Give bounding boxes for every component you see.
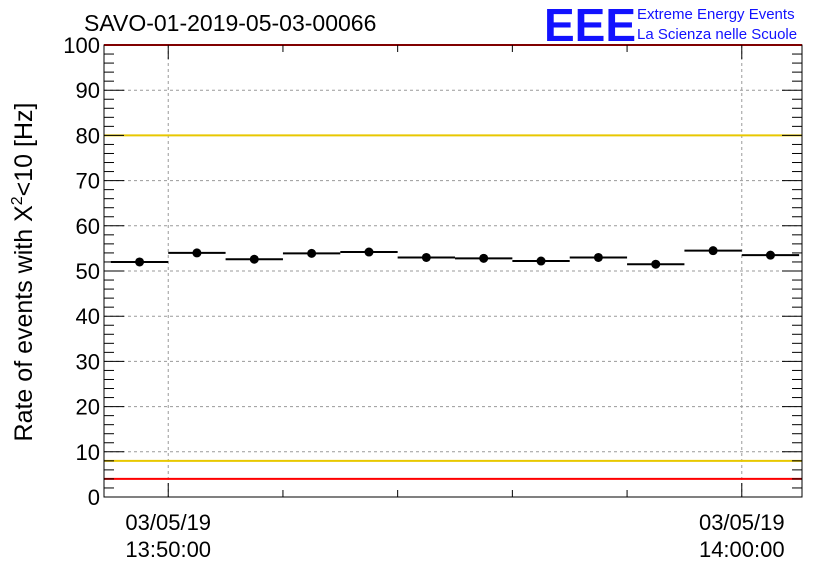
data-point — [593, 252, 603, 262]
logo-line-2: La Scienza nelle Scuole — [637, 26, 797, 43]
data-point — [651, 259, 661, 269]
data-point — [708, 246, 718, 256]
axis-ticks — [104, 44, 802, 498]
y-tick-label: 10 — [76, 440, 100, 465]
logo-line-1: Extreme Energy Events — [637, 6, 795, 23]
data-point — [307, 248, 317, 258]
logo-mark: EEE — [544, 0, 636, 51]
x-tick-time: 13:50:00 — [125, 537, 211, 562]
x-tick-time: 14:00:00 — [699, 537, 785, 562]
data-series — [110, 246, 800, 269]
eee-logo: EEE Extreme Energy Events La Scienza nel… — [544, 0, 797, 51]
x-tick-date: 03/05/19 — [125, 510, 211, 535]
data-point — [192, 248, 202, 258]
y-axis-label: Rate of events with X2<10 [Hz] — [9, 103, 38, 442]
y-tick-label: 40 — [76, 304, 100, 329]
y-tick-label: 0 — [88, 485, 100, 510]
data-point — [249, 254, 259, 264]
reference-lines — [104, 44, 802, 480]
data-point — [364, 247, 374, 257]
data-point — [479, 253, 489, 263]
x-tick-date: 03/05/19 — [699, 510, 785, 535]
y-tick-label: 70 — [76, 169, 100, 194]
y-tick-label: 50 — [76, 259, 100, 284]
grid — [104, 45, 802, 497]
y-tick-label: 80 — [76, 123, 100, 148]
y-tick-label: 90 — [76, 78, 100, 103]
data-point — [421, 252, 431, 262]
y-tick-label: 20 — [76, 395, 100, 420]
y-tick-label: 100 — [63, 33, 100, 58]
data-point — [536, 256, 546, 266]
y-tick-label: 30 — [76, 349, 100, 374]
data-point — [765, 250, 775, 260]
y-tick-label: 60 — [76, 214, 100, 239]
y-axis-tick-labels: 0 10 20 30 40 50 60 70 80 90 100 — [63, 33, 100, 510]
y-axis-label-sup: 2 — [9, 196, 26, 205]
y-axis-label-tail: <10 [Hz] — [10, 103, 38, 197]
data-point — [135, 257, 145, 267]
chart-title: SAVO-01-2019-05-03-00066 — [84, 10, 376, 36]
y-axis-label-main: Rate of events with X — [10, 205, 38, 442]
